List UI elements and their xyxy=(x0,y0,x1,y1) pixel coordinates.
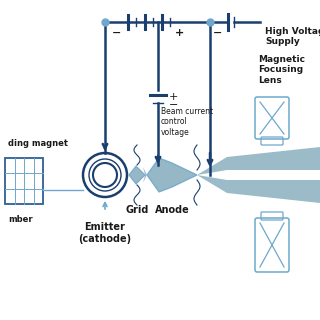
Text: Emitter
(cathode): Emitter (cathode) xyxy=(78,222,132,244)
Polygon shape xyxy=(197,175,320,203)
Text: −: − xyxy=(213,28,223,38)
Polygon shape xyxy=(143,167,147,183)
Text: ding magnet: ding magnet xyxy=(8,139,68,148)
Text: +: + xyxy=(169,92,178,102)
Text: Beam current
control
voltage: Beam current control voltage xyxy=(161,107,213,137)
Text: +: + xyxy=(175,28,185,38)
Bar xyxy=(5,158,43,204)
Polygon shape xyxy=(147,158,197,192)
Polygon shape xyxy=(129,166,145,184)
Text: mber: mber xyxy=(8,215,33,224)
Text: High Voltage
Supply: High Voltage Supply xyxy=(265,27,320,46)
Text: −: − xyxy=(112,28,122,38)
Text: Anode: Anode xyxy=(155,205,189,215)
Polygon shape xyxy=(197,147,320,175)
Text: Grid: Grid xyxy=(125,205,149,215)
Circle shape xyxy=(93,163,117,187)
Text: Magnetic
Focusing
Lens: Magnetic Focusing Lens xyxy=(258,55,305,85)
Text: −: − xyxy=(169,100,178,110)
